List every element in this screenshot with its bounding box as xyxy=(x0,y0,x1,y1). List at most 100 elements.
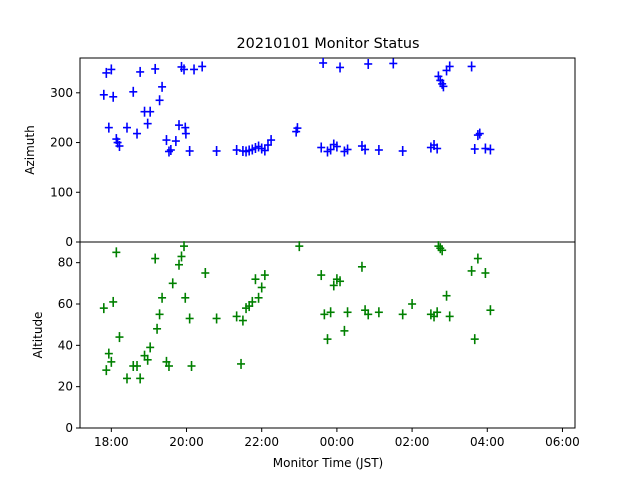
azimuth-data-point xyxy=(198,61,207,72)
azimuth-data-point xyxy=(107,64,116,75)
azimuth-data-point xyxy=(212,145,221,156)
azimuth-data-point xyxy=(171,136,180,147)
altitude-data-point xyxy=(187,361,196,371)
x-tick-label: 00:00 xyxy=(320,435,355,449)
altitude-data-point xyxy=(364,309,373,320)
altitude-data-point xyxy=(185,313,194,324)
altitude-y-tick-label: 80 xyxy=(58,256,73,270)
altitude-data-point xyxy=(180,241,189,252)
altitude-y-tick-label: 20 xyxy=(58,380,73,394)
azimuth-data-point xyxy=(332,141,341,152)
altitude-data-point xyxy=(257,282,266,293)
altitude-data-point xyxy=(232,311,241,322)
chart-title: 20210101 Monitor Status xyxy=(237,36,420,52)
azimuth-data-point xyxy=(122,122,131,133)
azimuth-data-point xyxy=(470,144,479,155)
altitude-data-point xyxy=(408,299,417,309)
altitude-data-point xyxy=(99,303,108,314)
azimuth-data-point xyxy=(486,144,495,155)
altitude-data-point xyxy=(445,311,454,322)
azimuth-y-tick-label: 0 xyxy=(65,235,73,249)
azimuth-data-point xyxy=(438,78,447,89)
x-axis-ticks: 18:00 20:00 22:00 00:00 02:00 04:00 06:00 xyxy=(94,428,580,449)
altitude-data-point xyxy=(438,245,447,256)
azimuth-data-point xyxy=(162,135,171,146)
azimuth-data-point xyxy=(155,95,164,106)
altitude-panel: 0 20 40 60 80 Altitude xyxy=(31,241,576,435)
azimuth-data-point xyxy=(260,145,269,156)
azimuth-data-point xyxy=(136,66,145,77)
altitude-data-point xyxy=(323,334,332,345)
x-axis-label: Monitor Time (JST) xyxy=(273,456,383,470)
azimuth-data-point xyxy=(398,145,407,156)
azimuth-data-point xyxy=(151,63,160,74)
azimuth-data-point xyxy=(146,106,155,117)
azimuth-data-point xyxy=(293,123,302,134)
azimuth-data-point xyxy=(99,89,108,100)
azimuth-data-point xyxy=(180,64,189,75)
altitude-data-point xyxy=(112,247,121,258)
x-tick-label: 02:00 xyxy=(395,435,430,449)
altitude-data-point xyxy=(109,296,118,307)
altitude-plot-frame xyxy=(79,241,576,429)
azimuth-panel: 0 100 200 300 Azimuth xyxy=(23,57,576,249)
altitude-data-point xyxy=(237,358,246,369)
altitude-data-point xyxy=(164,361,173,371)
altitude-data-point xyxy=(212,313,221,324)
altitude-data-point xyxy=(104,348,113,359)
altitude-data-point xyxy=(151,253,160,264)
altitude-data-point xyxy=(136,373,145,384)
azimuth-data-point xyxy=(232,145,241,155)
azimuth-data-point xyxy=(190,64,199,75)
altitude-data-point xyxy=(143,354,152,365)
altitude-data-point xyxy=(260,270,269,281)
altitude-data-point xyxy=(181,292,190,303)
altitude-axis-label: Altitude xyxy=(31,312,45,359)
altitude-data-point xyxy=(146,342,155,353)
altitude-data-point xyxy=(398,309,407,320)
altitude-data-point xyxy=(357,261,366,272)
azimuth-data-point xyxy=(433,143,442,154)
azimuth-y-tick-label: 200 xyxy=(50,136,73,150)
azimuth-data-point xyxy=(267,135,276,146)
azimuth-data-point xyxy=(319,57,328,68)
azimuth-y-tick-label: 100 xyxy=(50,185,73,199)
altitude-data-point xyxy=(155,309,164,320)
altitude-data-point xyxy=(470,334,479,345)
azimuth-data-point xyxy=(143,118,152,129)
altitude-data-point xyxy=(177,251,186,262)
altitude-data-point xyxy=(201,268,210,278)
altitude-data-point xyxy=(467,265,476,276)
altitude-data-point xyxy=(340,325,349,336)
altitude-data-point xyxy=(251,274,260,285)
azimuth-y-tick-label: 300 xyxy=(50,86,73,100)
x-tick-label: 18:00 xyxy=(94,435,129,449)
azimuth-data-point xyxy=(467,61,476,72)
azimuth-data-point xyxy=(133,128,142,139)
altitude-data-point xyxy=(320,309,329,320)
azimuth-data-point xyxy=(475,128,484,139)
azimuth-data-point xyxy=(445,61,454,72)
altitude-data-point xyxy=(336,276,345,287)
altitude-data-point xyxy=(374,307,383,318)
altitude-data-point xyxy=(133,361,142,371)
azimuth-data-point xyxy=(343,144,352,155)
azimuth-data-point xyxy=(115,141,124,152)
altitude-data-point xyxy=(153,323,162,334)
x-tick-label: 20:00 xyxy=(169,435,204,449)
altitude-data-point xyxy=(433,307,442,318)
azimuth-data-point xyxy=(374,145,383,155)
altitude-data-point xyxy=(238,315,247,326)
altitude-data-point xyxy=(107,356,116,367)
altitude-data-point xyxy=(481,268,490,278)
altitude-data-point xyxy=(115,332,124,343)
altitude-data-point xyxy=(122,373,131,384)
azimuth-data-point xyxy=(102,67,111,78)
x-tick-label: 06:00 xyxy=(545,435,580,449)
altitude-data-point xyxy=(175,259,183,270)
azimuth-data-point xyxy=(109,91,118,102)
azimuth-data-point xyxy=(181,128,190,139)
x-tick-label: 22:00 xyxy=(244,435,279,449)
altitude-data-point xyxy=(343,307,352,318)
